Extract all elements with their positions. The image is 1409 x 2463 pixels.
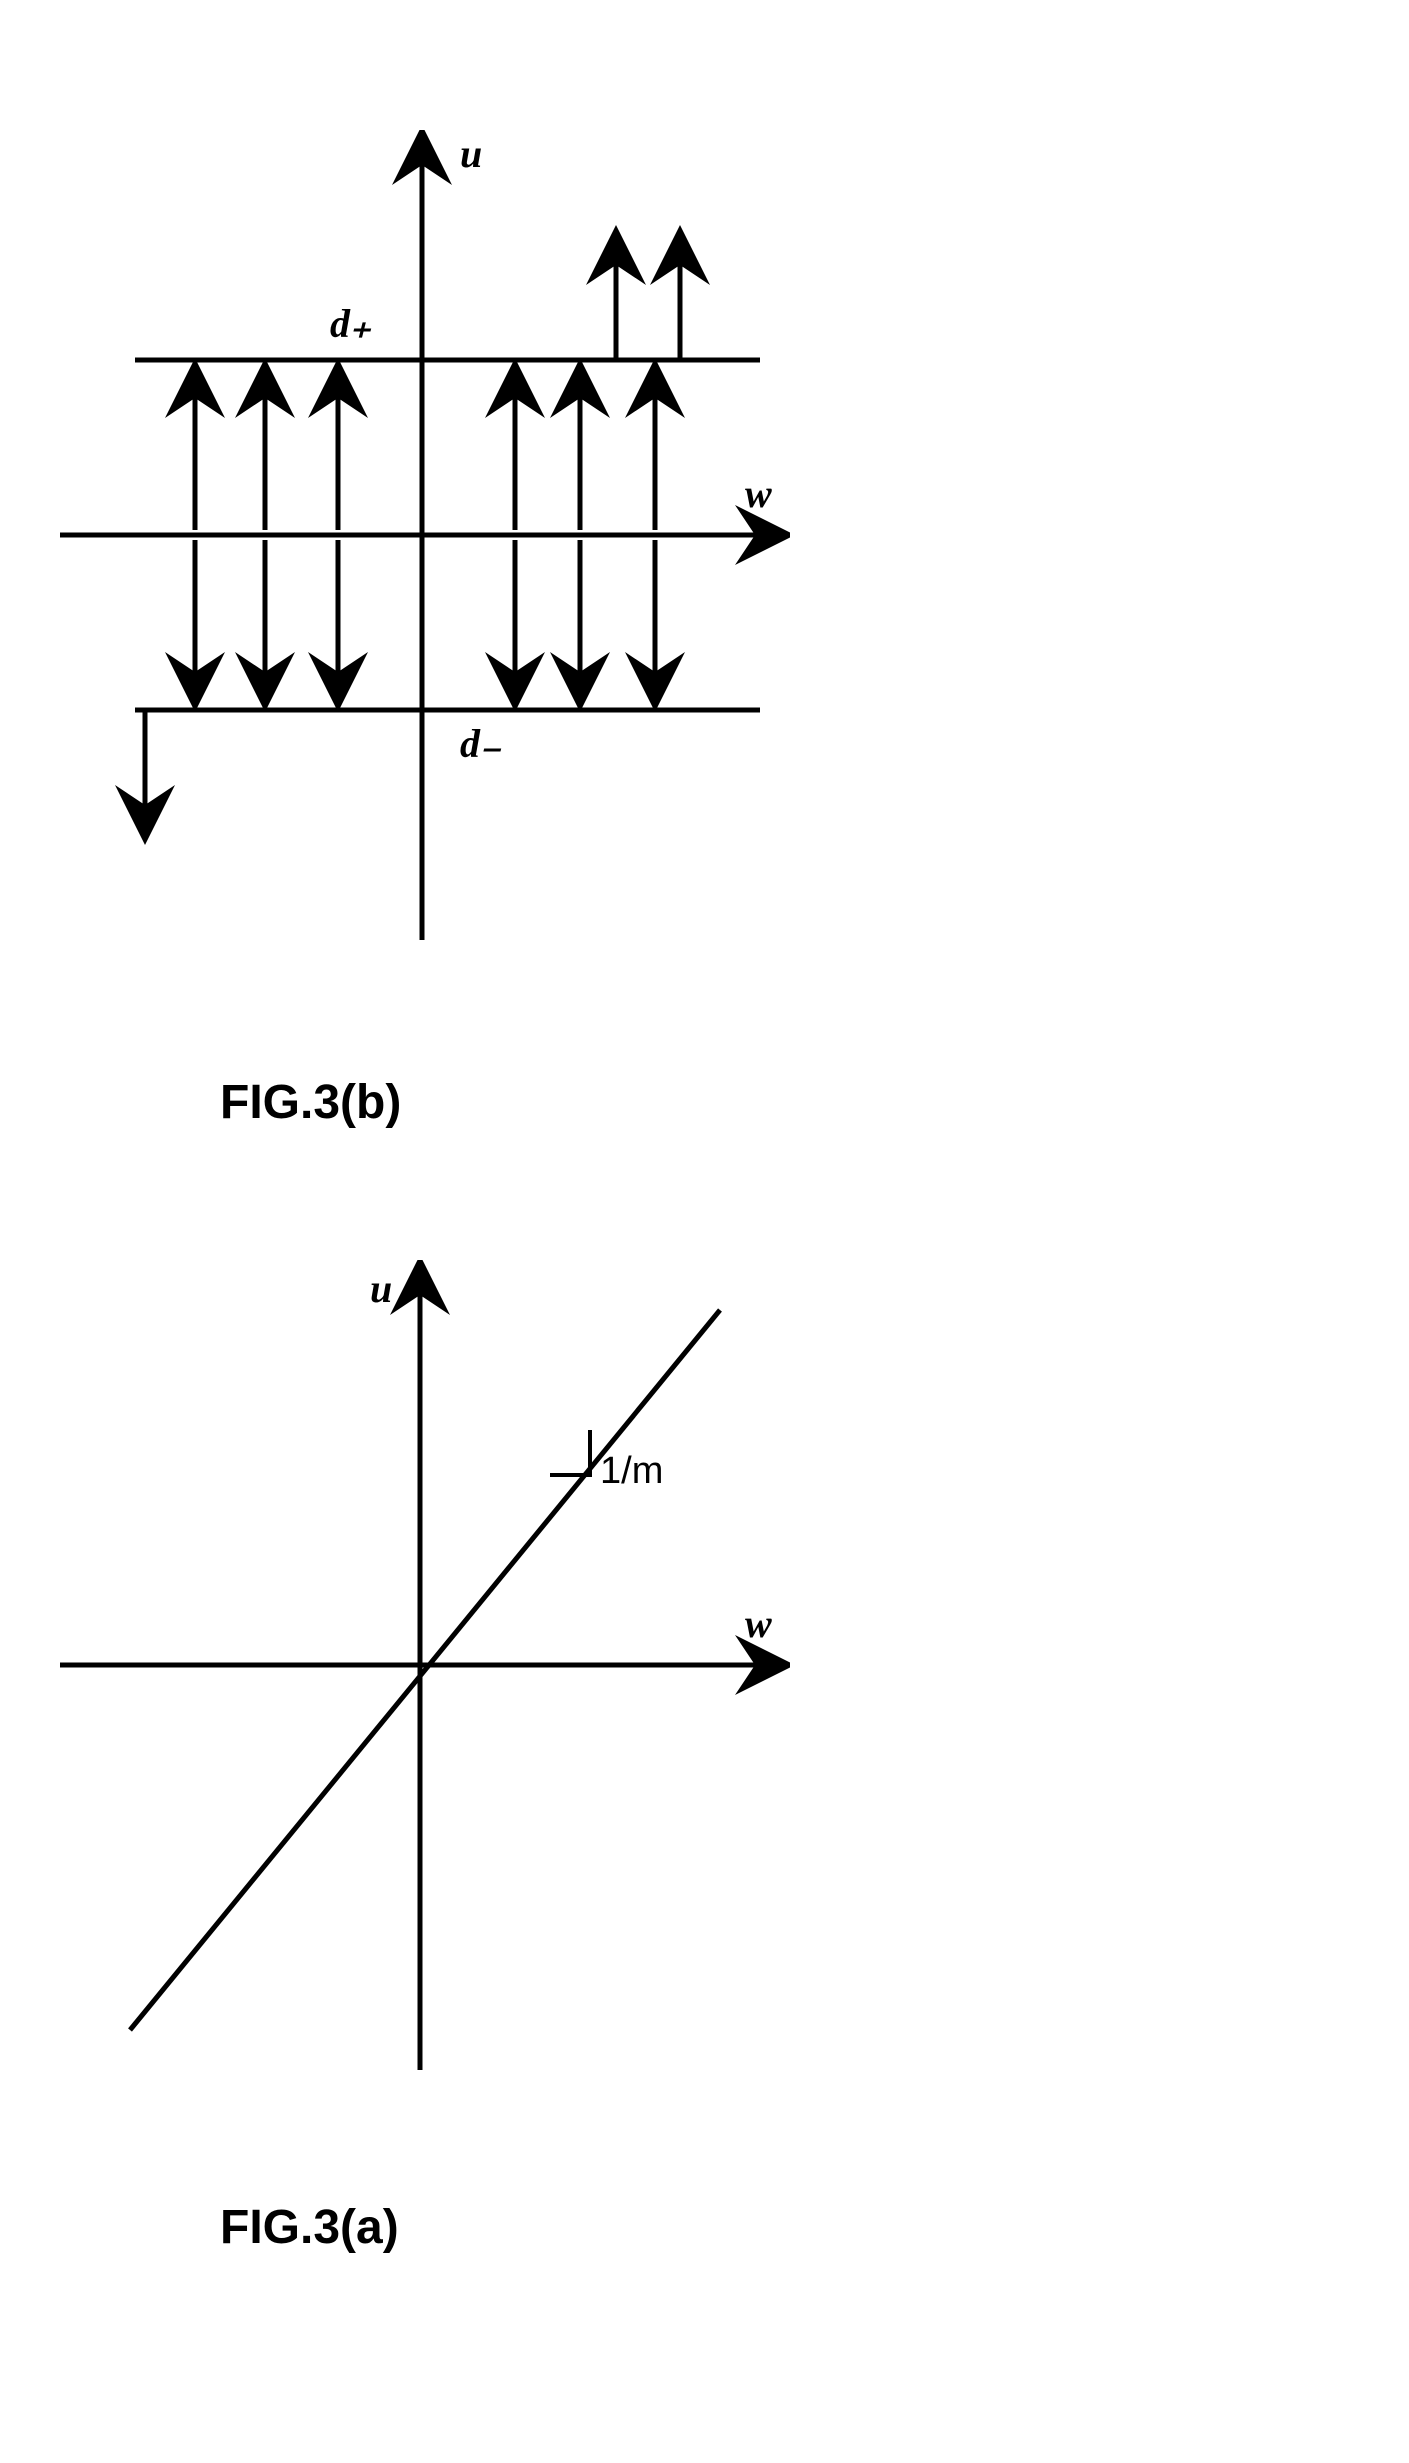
w-label-a: w — [745, 1600, 772, 1647]
slope-label-text: 1/m — [600, 1450, 663, 1493]
figure-a-caption: FIG.3(a) — [220, 2200, 399, 2255]
figure-a-container: u w 1/m — [60, 1260, 790, 2160]
figure-b-container: u w d₊ d₋ — [60, 130, 790, 1050]
u-label-b: u — [460, 130, 482, 177]
w-label-b: w — [745, 470, 772, 517]
figure-a-svg — [60, 1260, 790, 2160]
u-label-a: u — [370, 1265, 392, 1312]
diagonal-line — [130, 1310, 720, 2030]
d-plus-label: d₊ — [330, 300, 371, 347]
slope-marker — [550, 1430, 590, 1475]
d-minus-label: d₋ — [460, 720, 501, 767]
figure-b-caption: FIG.3(b) — [220, 1075, 401, 1130]
figure-b-svg — [60, 130, 790, 1050]
